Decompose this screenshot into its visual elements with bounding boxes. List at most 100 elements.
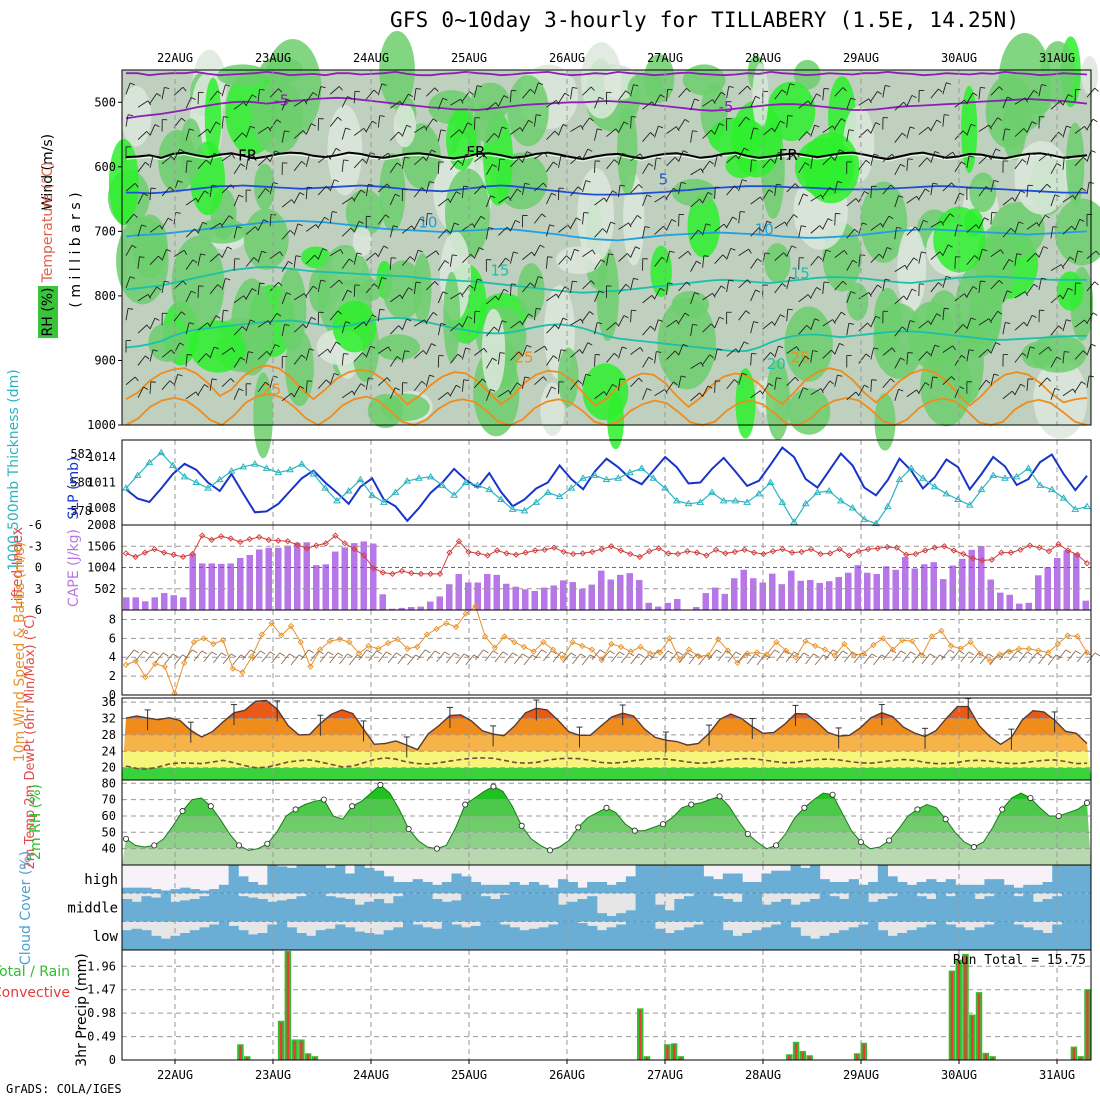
wind-speed-point — [579, 642, 586, 650]
wind-barb — [726, 379, 735, 390]
wind-barb-10m-flag — [405, 653, 412, 658]
wind-barb — [822, 187, 831, 198]
cloud-bar — [800, 935, 811, 950]
wind-barb-flag — [812, 350, 818, 352]
wind-barb — [209, 253, 220, 262]
wind-barb-flag — [356, 252, 362, 255]
cloud-bar — [761, 904, 772, 922]
lifted-index-point — [655, 545, 662, 552]
wind-barb — [521, 151, 528, 163]
wind-barb-flag — [327, 155, 331, 160]
wind-barb — [497, 126, 503, 139]
wind-barb-flag — [508, 389, 512, 395]
wind-barb — [882, 215, 890, 227]
wind-speed-point — [1015, 645, 1023, 652]
wind-barb — [425, 281, 436, 291]
cloud-bar — [538, 884, 549, 894]
lifted-index-point — [1007, 549, 1015, 556]
wind-barb — [678, 119, 686, 130]
cape-bar — [892, 569, 899, 610]
wind-barb — [245, 288, 253, 300]
cloud-bar — [994, 879, 1005, 894]
lifted-index-point — [703, 552, 710, 559]
wind-barb — [329, 211, 333, 224]
thickness-tick: 580 — [70, 476, 92, 490]
cloud-bar — [935, 921, 947, 950]
cloud-bar — [296, 865, 307, 894]
cape-bar — [674, 598, 681, 610]
wind-barb — [233, 388, 240, 400]
wind-barb-flag — [225, 84, 231, 87]
wind-barb-flag — [650, 132, 655, 137]
x-tick-bottom: 22AUG — [157, 1068, 193, 1082]
thickness-point — [520, 506, 529, 514]
cape-bar — [598, 570, 605, 610]
lifted-index-point — [122, 550, 130, 557]
wind-barb-10m-flag — [949, 649, 955, 654]
wind-barb — [834, 343, 840, 355]
wind-barb — [413, 350, 424, 359]
wind-barb — [305, 380, 308, 393]
wind-barb — [810, 225, 821, 234]
wind-barb-flag — [947, 244, 953, 248]
wind-barb-flag — [959, 192, 965, 196]
wind-barb — [642, 132, 651, 142]
wind-barb — [221, 116, 224, 129]
wind-barb-flag — [381, 277, 387, 280]
precip-tick: 1.96 — [87, 959, 116, 973]
cloud-bar — [122, 899, 133, 922]
wind-barb — [209, 222, 221, 230]
wind-barb — [978, 348, 988, 358]
panel-precip-frame — [121, 949, 1092, 1061]
wind-barb-flag — [266, 350, 271, 356]
rh-point — [603, 804, 610, 811]
wind-barb — [401, 156, 406, 169]
wind-barb — [221, 278, 226, 291]
x-tick-bottom: 24AUG — [353, 1068, 389, 1082]
wind-barb — [594, 197, 605, 206]
lifted-index-point — [589, 548, 596, 556]
cloud-bar — [625, 910, 637, 922]
wind-barb-flag — [671, 219, 677, 223]
wind-barb-10m-flag — [463, 653, 470, 658]
wind-barb-flag — [673, 381, 678, 386]
wind-barb-flag — [551, 386, 557, 390]
wind-barb — [546, 355, 554, 366]
cape-bar — [607, 579, 614, 610]
wind-barb — [1014, 159, 1023, 170]
thickness-point — [1036, 481, 1045, 488]
wind-barb — [389, 225, 394, 238]
cloud-bar — [751, 893, 763, 922]
wind-barb-flag — [238, 194, 244, 198]
cape-bar — [579, 588, 586, 610]
lifted-index-point — [189, 550, 196, 558]
cloud-bar — [897, 882, 908, 894]
wind-barb-flag — [829, 187, 835, 191]
wind-barb-flag — [747, 279, 752, 284]
wind-barb — [630, 184, 640, 194]
wind-barb-flag — [152, 155, 158, 158]
wind-barb — [305, 254, 315, 264]
wind-barb-flag — [837, 374, 843, 377]
wind-barb — [269, 251, 281, 260]
wind-barb-flag — [673, 187, 678, 192]
wind-speed-point — [482, 633, 489, 640]
cloud-bar — [238, 930, 249, 950]
wind-barb — [377, 277, 383, 290]
cloud-bar — [693, 924, 704, 950]
wind-speed-point — [850, 652, 858, 659]
wind-barb-10m — [251, 650, 261, 662]
wind-barb — [594, 160, 596, 173]
wind-barb-flag — [793, 214, 798, 218]
wind-barb — [798, 387, 804, 399]
wind-barb-flag — [743, 341, 749, 345]
wind-barb-flag — [1029, 152, 1035, 156]
rh-point — [433, 845, 440, 852]
wind-barb-flag — [1082, 350, 1088, 355]
wind-speed-point — [812, 642, 819, 650]
cloud-bar — [742, 882, 753, 894]
wind-barb — [377, 245, 385, 257]
wind-barb-flag — [946, 82, 952, 85]
wind-barb — [678, 250, 689, 259]
wind-barb — [341, 353, 344, 366]
